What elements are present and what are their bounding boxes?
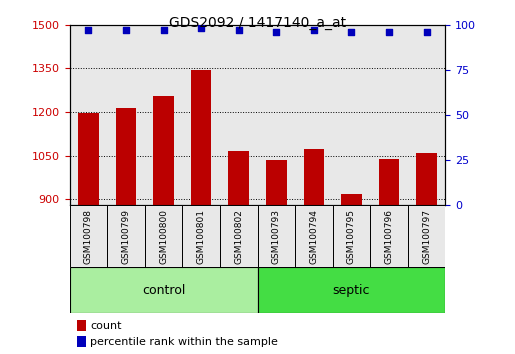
Point xyxy=(160,27,168,33)
Bar xyxy=(228,152,249,205)
Point xyxy=(310,27,318,33)
Text: GSM100802: GSM100802 xyxy=(234,209,243,264)
Point xyxy=(347,29,355,35)
Bar xyxy=(416,153,437,205)
Bar xyxy=(220,205,258,267)
Text: GSM100794: GSM100794 xyxy=(310,209,318,264)
Point xyxy=(272,29,280,35)
Bar xyxy=(408,205,445,267)
Bar xyxy=(77,320,87,331)
Bar xyxy=(77,336,87,347)
Point xyxy=(385,29,393,35)
Text: GSM100793: GSM100793 xyxy=(272,209,281,264)
Text: GSM100799: GSM100799 xyxy=(122,209,130,264)
Text: septic: septic xyxy=(333,284,370,297)
Text: percentile rank within the sample: percentile rank within the sample xyxy=(90,337,278,347)
Bar xyxy=(70,267,258,313)
Bar xyxy=(145,205,182,267)
Text: GSM100800: GSM100800 xyxy=(159,209,168,264)
Bar xyxy=(341,194,362,205)
Bar xyxy=(333,205,370,267)
Bar xyxy=(115,108,136,205)
Text: control: control xyxy=(142,284,185,297)
Bar xyxy=(78,113,99,205)
Bar xyxy=(70,205,107,267)
Bar xyxy=(370,205,408,267)
Bar xyxy=(153,96,174,205)
Bar xyxy=(258,205,295,267)
Bar xyxy=(379,159,400,205)
Bar xyxy=(266,160,287,205)
Point xyxy=(235,27,243,33)
Point xyxy=(84,27,93,33)
Text: count: count xyxy=(90,321,122,331)
Point xyxy=(197,25,205,31)
Point xyxy=(423,29,431,35)
Text: GSM100796: GSM100796 xyxy=(385,209,393,264)
Text: GSM100801: GSM100801 xyxy=(197,209,205,264)
Text: GSM100797: GSM100797 xyxy=(422,209,431,264)
Bar xyxy=(303,149,324,205)
Text: GSM100798: GSM100798 xyxy=(84,209,93,264)
Text: GSM100795: GSM100795 xyxy=(347,209,356,264)
Point xyxy=(122,27,130,33)
Bar xyxy=(107,205,145,267)
Bar xyxy=(191,70,212,205)
Text: GDS2092 / 1417140_a_at: GDS2092 / 1417140_a_at xyxy=(169,16,346,30)
Bar xyxy=(258,267,445,313)
Bar xyxy=(182,205,220,267)
Bar xyxy=(295,205,333,267)
